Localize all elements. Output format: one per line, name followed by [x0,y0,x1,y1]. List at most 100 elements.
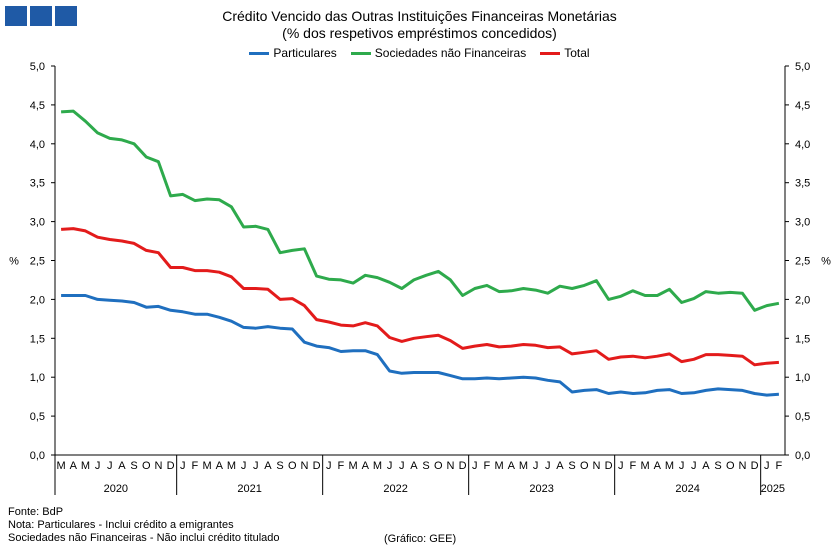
x-tick-label: A [410,460,418,472]
x-tick-label: S [422,460,429,472]
x-tick-label: F [630,460,637,472]
x-tick-label: A [654,460,662,472]
legend-swatch [350,51,371,55]
bdp-logo [5,6,77,26]
x-tick-label: A [118,460,126,472]
x-tick-label: J [472,460,478,472]
x-tick-label: D [751,460,759,472]
series-line [61,109,780,312]
y-tick-label-left: 4,5 [30,100,45,112]
chart-title-line1: Crédito Vencido das Outras Instituições … [222,8,617,24]
legend-label: Sociedades não Financeiras [374,46,527,60]
x-tick-label: F [776,460,783,472]
x-tick-label: O [580,460,589,472]
y-tick-label-right: 2,0 [795,294,810,306]
x-year-label: 2023 [529,483,553,495]
x-tick-label: J [545,460,551,472]
y-tick-label-right: 1,5 [795,333,810,345]
y-tick-label-left: 2,0 [30,294,45,306]
x-tick-label: M [373,460,382,472]
chart-title-line2: (% dos respetivos empréstimos concedidos… [282,25,557,41]
x-tick-label: J [618,460,624,472]
legend-label: Particulares [273,46,337,60]
y-tick-label-right: 3,5 [795,178,810,190]
x-tick-label: M [202,460,211,472]
y-tick-label-left: 0,5 [30,411,45,423]
y-tick-label-right: 2,5 [795,256,810,268]
series-line [61,227,779,367]
x-tick-label: F [338,460,345,472]
x-tick-label: J [764,460,770,472]
x-tick-label: A [362,460,370,472]
x-tick-label: S [130,460,137,472]
x-tick-label: S [568,460,575,472]
x-tick-label: N [592,460,600,472]
x-tick-label: J [107,460,113,472]
x-tick-label: J [679,460,685,472]
x-tick-label: D [313,460,321,472]
x-tick-label: J [95,460,101,472]
x-tick-label: J [241,460,247,472]
y-tick-label-left: 1,5 [30,333,45,345]
x-year-label: 2021 [237,483,261,495]
x-tick-label: M [665,460,674,472]
legend-item: Total [540,46,590,60]
legend-swatch [249,51,270,55]
note-particulares: Nota: Particulares - Inclui crédito a em… [8,519,234,531]
legend-swatch [540,51,561,55]
y-tick-label-left: 1,0 [30,372,45,384]
y-tick-label-left: 0,0 [30,450,45,462]
x-tick-label: M [348,460,357,472]
legend: Particulares Sociedades não Financeiras To… [0,46,839,60]
x-tick-label: M [640,460,649,472]
chart-title: Crédito Vencido das Outras Instituições … [0,8,839,42]
x-tick-label: J [691,460,697,472]
logo-block [55,6,77,26]
x-tick-label: N [446,460,454,472]
legend-label: Total [564,46,590,60]
x-tick-label: M [227,460,236,472]
x-year-label: 2024 [675,483,699,495]
y-tick-label-left: 5,0 [30,61,45,73]
x-tick-label: M [81,460,90,472]
x-tick-label: J [399,460,405,472]
source-note: Fonte: BdP [8,506,64,518]
x-tick-label: O [142,460,151,472]
x-year-label: 2022 [383,483,407,495]
y-tick-label-right: 0,5 [795,411,810,423]
x-tick-label: D [167,460,175,472]
x-tick-label: N [738,460,746,472]
x-tick-label: O [726,460,735,472]
x-tick-label: N [300,460,308,472]
x-tick-label: F [484,460,491,472]
series-line [61,294,779,397]
x-tick-label: J [533,460,539,472]
x-tick-label: O [288,460,297,472]
legend-item: Particulares [249,46,337,60]
x-tick-label: J [253,460,259,472]
x-tick-label: J [387,460,393,472]
x-tick-label: D [459,460,467,472]
y-tick-label-right: 4,0 [795,139,810,151]
y-tick-label-right: 5,0 [795,61,810,73]
x-tick-label: O [434,460,443,472]
x-tick-label: A [70,460,78,472]
y-tick-label-right: 3,0 [795,217,810,229]
x-tick-label: A [702,460,710,472]
x-year-label: 2025 [761,483,785,495]
footer-notes: Fonte: BdP Nota: Particulares - Inclui c… [8,506,280,545]
x-tick-label: A [216,460,224,472]
chart-credit: (Gráfico: GEE) [384,533,457,545]
x-tick-label: M [519,460,528,472]
x-year-label: 2020 [104,483,128,495]
y-tick-label-left: 3,0 [30,217,45,229]
logo-block [30,6,52,26]
x-tick-label: M [494,460,503,472]
x-tick-label: N [154,460,162,472]
x-tick-label: A [508,460,516,472]
y-tick-label-right: 4,5 [795,100,810,112]
x-tick-label: A [556,460,564,472]
y-axis-label-left: % [9,256,19,268]
x-tick-label: S [714,460,721,472]
